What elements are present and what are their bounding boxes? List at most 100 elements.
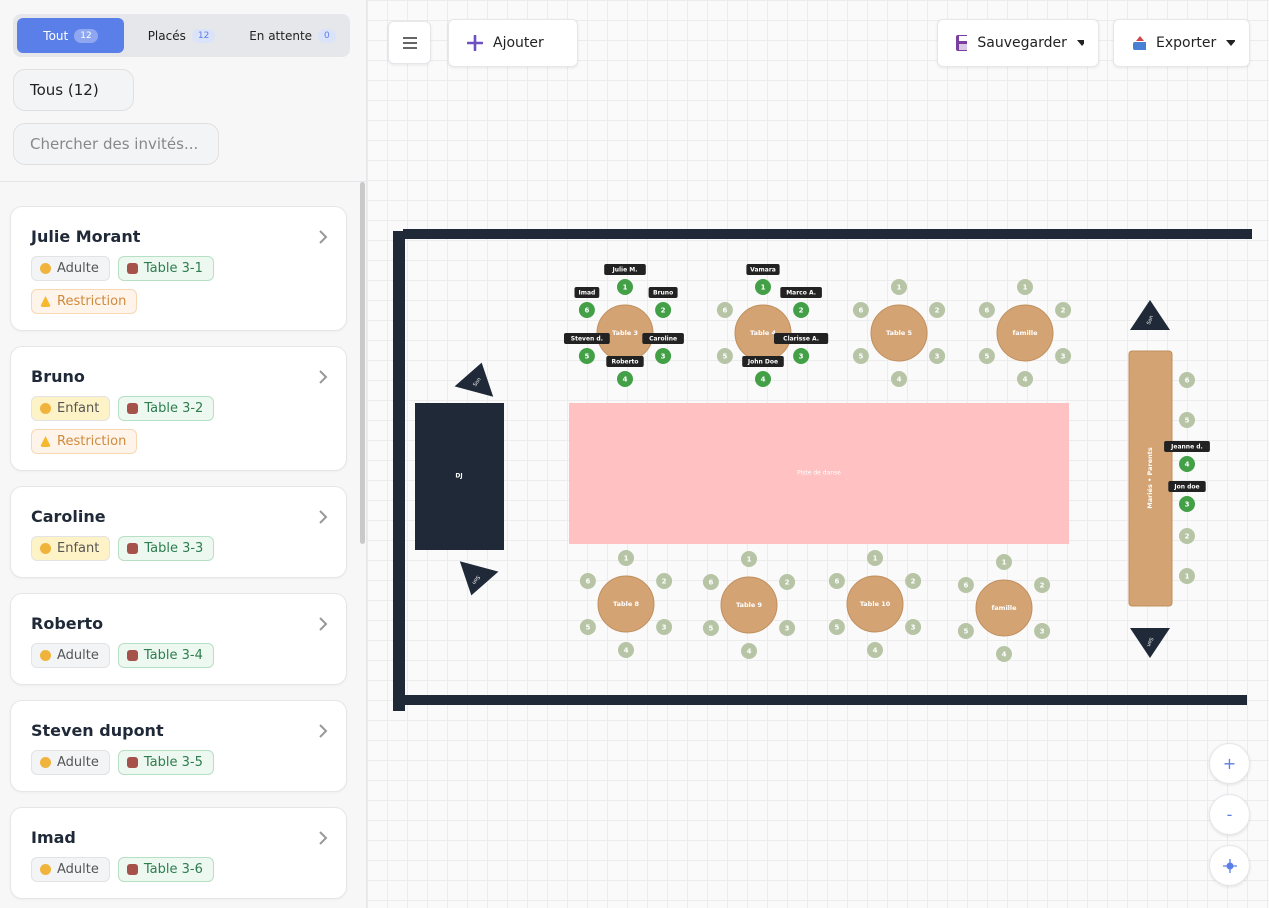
- seat[interactable]: [1034, 577, 1051, 593]
- speaker[interactable]: [1130, 628, 1170, 658]
- guest-card[interactable]: Steven dupont Adulte Table 3-5: [10, 700, 347, 792]
- seat[interactable]: [618, 550, 634, 566]
- seat[interactable]: [978, 302, 995, 318]
- seat[interactable]: [655, 348, 672, 364]
- seat[interactable]: [702, 620, 719, 636]
- seat[interactable]: [578, 302, 595, 318]
- seat[interactable]: [793, 302, 810, 318]
- guest-card[interactable]: Julie Morant Adulte Table 3-1 Restriction: [10, 206, 347, 331]
- speaker[interactable]: [452, 561, 499, 600]
- seat[interactable]: [617, 279, 633, 295]
- seat[interactable]: [779, 574, 796, 590]
- table-label: famille: [991, 604, 1017, 612]
- warning-icon: [40, 436, 51, 447]
- round-table[interactable]: [597, 575, 655, 633]
- seat[interactable]: [996, 554, 1012, 570]
- seat[interactable]: [702, 574, 719, 590]
- seat[interactable]: [655, 302, 672, 318]
- seat[interactable]: [905, 573, 922, 589]
- seat[interactable]: [852, 302, 869, 318]
- seat-number: 6: [722, 307, 727, 315]
- seat[interactable]: [852, 348, 869, 364]
- guest-card[interactable]: Caroline Enfant Table 3-3: [10, 486, 347, 578]
- recenter[interactable]: [1209, 845, 1250, 886]
- seat-number: 2: [785, 579, 790, 587]
- guest-tag-label: Bruno: [653, 290, 673, 297]
- tab[interactable]: Placés 12: [128, 18, 235, 53]
- seat[interactable]: [618, 642, 634, 658]
- zoom-out[interactable]: -: [1209, 794, 1250, 835]
- seat[interactable]: [755, 371, 771, 387]
- round-table[interactable]: [720, 576, 778, 634]
- tab[interactable]: En attente 0: [239, 18, 346, 53]
- round-table[interactable]: [975, 579, 1033, 637]
- seat[interactable]: [828, 573, 845, 589]
- seat[interactable]: [1179, 372, 1195, 388]
- round-table[interactable]: [870, 304, 928, 362]
- seat[interactable]: [1017, 371, 1033, 387]
- seat[interactable]: [1055, 348, 1072, 364]
- zoom-in[interactable]: +: [1209, 743, 1250, 784]
- seat[interactable]: [656, 619, 673, 635]
- seat[interactable]: [905, 619, 922, 635]
- speaker[interactable]: [1130, 300, 1170, 330]
- seat[interactable]: [741, 551, 757, 567]
- seat[interactable]: [891, 371, 907, 387]
- menu-button[interactable]: [388, 21, 431, 64]
- seat[interactable]: [716, 302, 733, 318]
- tab[interactable]: Tout 12: [17, 18, 124, 53]
- dj-booth[interactable]: [415, 403, 504, 550]
- tab-label: Placés: [147, 28, 186, 43]
- category-label: Enfant: [57, 401, 100, 416]
- seat[interactable]: [656, 573, 673, 589]
- seat[interactable]: [1017, 279, 1033, 295]
- seat[interactable]: [1055, 302, 1072, 318]
- seat[interactable]: [1179, 528, 1195, 544]
- dj-label: DJ: [455, 473, 462, 480]
- canvas[interactable]: DJ Piste de danse Son Son Son Son Table 3 1 Juli…: [367, 0, 1269, 908]
- seat[interactable]: [929, 302, 946, 318]
- seat[interactable]: [1179, 412, 1195, 428]
- guest-card[interactable]: Roberto Adulte Table 3-4: [10, 593, 347, 685]
- search-input[interactable]: Chercher des invités...: [13, 123, 219, 165]
- seat[interactable]: [1179, 456, 1195, 472]
- seat[interactable]: [779, 620, 796, 636]
- guest-card[interactable]: Bruno Enfant Table 3-2 Restriction: [10, 346, 347, 471]
- filter-dropdown[interactable]: Tous (12): [13, 69, 134, 111]
- seat[interactable]: [867, 550, 883, 566]
- seat[interactable]: [1034, 623, 1051, 639]
- tags: Adulte Table 3-1 Restriction: [31, 256, 326, 314]
- save-button[interactable]: Sauvegarder: [937, 19, 1099, 67]
- seat[interactable]: [957, 577, 974, 593]
- scrollbar[interactable]: [360, 182, 365, 544]
- round-table[interactable]: [996, 304, 1054, 362]
- export-icon: [1133, 36, 1147, 50]
- seat[interactable]: [996, 646, 1012, 662]
- seat[interactable]: [793, 348, 810, 364]
- seat[interactable]: [891, 279, 907, 295]
- table-label: Table 3: [612, 329, 638, 337]
- speaker[interactable]: [454, 357, 501, 397]
- export-button[interactable]: Exporter: [1113, 19, 1250, 67]
- seat[interactable]: [755, 279, 771, 295]
- guest-name: Steven dupont: [31, 721, 164, 740]
- seat[interactable]: [828, 619, 845, 635]
- seat[interactable]: [716, 348, 733, 364]
- head-table[interactable]: [1128, 350, 1173, 607]
- add-button[interactable]: Ajouter: [448, 19, 578, 67]
- round-table[interactable]: [846, 575, 904, 633]
- seat-number: 6: [708, 579, 713, 587]
- seat[interactable]: [741, 643, 757, 659]
- seat[interactable]: [867, 642, 883, 658]
- guest-card[interactable]: Imad Adulte Table 3-6: [10, 807, 347, 899]
- seat[interactable]: [957, 623, 974, 639]
- seat[interactable]: [617, 371, 633, 387]
- seat[interactable]: [929, 348, 946, 364]
- seat-number: 6: [858, 307, 863, 315]
- seat[interactable]: [1179, 496, 1195, 512]
- seat[interactable]: [578, 348, 595, 364]
- seat[interactable]: [579, 619, 596, 635]
- seat[interactable]: [978, 348, 995, 364]
- seat[interactable]: [579, 573, 596, 589]
- seat[interactable]: [1179, 568, 1195, 584]
